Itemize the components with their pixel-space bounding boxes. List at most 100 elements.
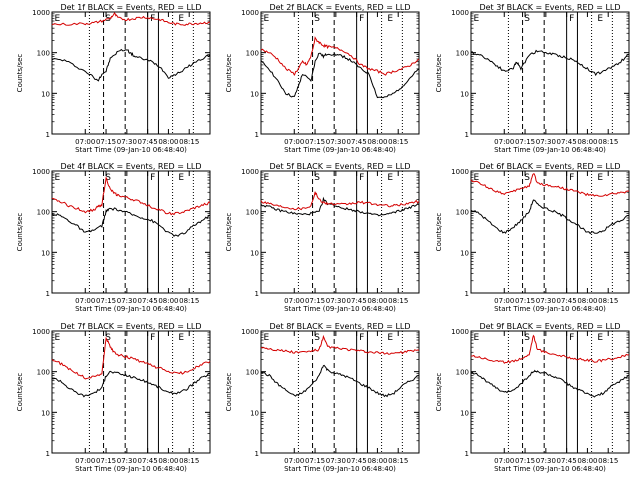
plot-frame xyxy=(51,330,211,454)
y-tick-label: 100 xyxy=(37,50,50,58)
lld-series-line xyxy=(51,336,211,380)
y-axis-label: Counts/sec xyxy=(435,54,443,93)
y-tick-label: 10 xyxy=(41,90,50,98)
zone-label: E xyxy=(263,333,269,343)
y-tick-label: 1 xyxy=(255,290,259,298)
lld-series-line xyxy=(51,176,211,216)
zone-label: S xyxy=(314,14,320,24)
y-tick-label: 1000 xyxy=(241,328,259,336)
zone-label: E xyxy=(387,14,393,24)
x-tick-label: 08:00 xyxy=(158,138,178,146)
x-tick-label: 08:15 xyxy=(179,457,199,465)
x-axis-label: Start Time (09-Jan-10 06:48:40) xyxy=(494,305,606,313)
x-tick-label: 07:15 xyxy=(305,457,325,465)
plot-frame xyxy=(260,170,420,294)
x-tick-label: 07:00 xyxy=(75,138,95,146)
zone-label: F xyxy=(359,14,364,24)
x-tick-label: 07:15 xyxy=(305,297,325,305)
y-tick-label: 10 xyxy=(250,409,259,417)
y-tick-label: 1 xyxy=(46,131,50,139)
x-tick-label: 07:30 xyxy=(117,138,137,146)
y-tick-label: 100 xyxy=(246,369,259,377)
x-tick-label: 08:00 xyxy=(577,297,597,305)
y-tick-label: 100 xyxy=(456,209,469,217)
plot-frame xyxy=(470,11,630,135)
x-tick-label: 07:00 xyxy=(284,297,304,305)
events-series-line xyxy=(471,49,630,77)
y-tick-label: 1 xyxy=(46,290,50,298)
y-tick-label: 1000 xyxy=(241,9,259,17)
x-tick-label: 07:45 xyxy=(138,138,158,146)
x-tick-label: 07:45 xyxy=(347,138,367,146)
x-tick-label: 08:15 xyxy=(179,138,199,146)
x-tick-label: 08:00 xyxy=(577,138,597,146)
panel-title: Det 8f BLACK = Events, RED = LLD xyxy=(269,322,410,331)
y-tick-label: 1 xyxy=(46,450,50,458)
panel-det-6: Det 6f BLACK = Events, RED = LLD 1 10 100 10… xyxy=(435,162,630,313)
x-tick-label: 07:30 xyxy=(326,457,346,465)
x-tick-label: 07:30 xyxy=(117,297,137,305)
y-axis-label: Counts/sec xyxy=(225,373,233,412)
events-series-line xyxy=(470,199,630,235)
x-tick-label: 07:00 xyxy=(284,457,304,465)
y-tick-label: 100 xyxy=(456,369,469,377)
x-tick-label: 08:15 xyxy=(598,457,618,465)
x-axis-label: Start Time (09-Jan-10 06:48:40) xyxy=(75,305,187,313)
panel-det-9: Det 9f BLACK = Events, RED = LLD 1 10 100 10… xyxy=(435,322,630,473)
x-tick-label: 07:15 xyxy=(515,138,535,146)
zone-label: E xyxy=(178,173,184,183)
zone-label: S xyxy=(524,333,530,343)
y-axis-label: Counts/sec xyxy=(16,54,24,93)
x-axis-label: Start Time (09-Jan-10 06:48:40) xyxy=(494,465,606,473)
plot-frame xyxy=(51,11,211,135)
y-tick-label: 1000 xyxy=(32,328,50,336)
y-axis-label: Counts/sec xyxy=(16,373,24,412)
zone-label: E xyxy=(263,14,269,24)
zone-label: F xyxy=(150,173,155,183)
panel-det-8: Det 8f BLACK = Events, RED = LLD 1 10 100 10… xyxy=(225,322,420,473)
y-axis-label: Counts/sec xyxy=(435,373,443,412)
events-series-line xyxy=(260,364,420,398)
y-tick-label: 1000 xyxy=(32,168,50,176)
plot-frame xyxy=(260,11,420,135)
plot-frame xyxy=(260,330,420,454)
panel-det-7: Det 7f BLACK = Events, RED = LLD 1 10 100 10… xyxy=(16,322,211,473)
panel-title: Det 9f BLACK = Events, RED = LLD xyxy=(479,322,620,331)
zone-label: E xyxy=(54,333,60,343)
zone-label: E xyxy=(473,14,479,24)
x-tick-label: 07:30 xyxy=(536,457,556,465)
zone-label: F xyxy=(569,173,574,183)
zone-label: F xyxy=(569,14,574,24)
zone-label: S xyxy=(314,173,320,183)
x-tick-label: 07:45 xyxy=(557,297,577,305)
panel-title: Det 2f BLACK = Events, RED = LLD xyxy=(269,3,410,12)
y-tick-label: 1 xyxy=(465,450,469,458)
panel-title: Det 4f BLACK = Events, RED = LLD xyxy=(60,162,201,171)
x-tick-label: 08:00 xyxy=(367,297,387,305)
zone-label: E xyxy=(597,333,603,343)
x-tick-label: 07:45 xyxy=(138,297,158,305)
y-axis-label: Counts/sec xyxy=(16,213,24,252)
lld-series-line xyxy=(260,36,420,77)
y-tick-label: 100 xyxy=(246,50,259,58)
x-tick-label: 07:45 xyxy=(347,297,367,305)
panel-det-2: Det 2f BLACK = Events, RED = LLD 1 10 100 10… xyxy=(225,3,420,154)
zone-label: S xyxy=(524,14,530,24)
panel-title: Det 3f BLACK = Events, RED = LLD xyxy=(479,3,620,12)
y-tick-label: 100 xyxy=(37,369,50,377)
x-axis-label: Start Time (09-Jan-10 06:48:40) xyxy=(75,146,187,154)
x-tick-label: 07:00 xyxy=(494,138,514,146)
y-tick-label: 10 xyxy=(460,409,469,417)
x-tick-label: 07:30 xyxy=(326,297,346,305)
zone-label: S xyxy=(524,173,530,183)
x-tick-label: 08:00 xyxy=(367,457,387,465)
plot-frame xyxy=(470,330,630,454)
events-series-line xyxy=(260,52,420,99)
x-tick-label: 08:00 xyxy=(367,138,387,146)
events-series-line xyxy=(470,369,630,398)
x-tick-label: 08:15 xyxy=(179,297,199,305)
zone-label: E xyxy=(387,173,393,183)
y-tick-label: 100 xyxy=(37,209,50,217)
x-tick-label: 08:15 xyxy=(388,297,408,305)
zone-label: E xyxy=(473,173,479,183)
